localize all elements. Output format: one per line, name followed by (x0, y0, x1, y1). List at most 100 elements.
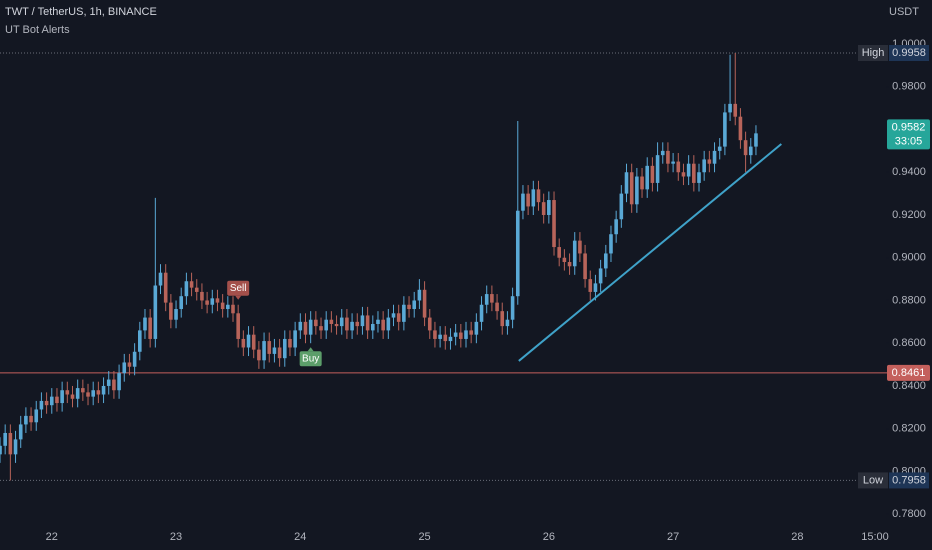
candle-body (438, 334, 442, 339)
candle-body (158, 272, 163, 286)
candle-body (106, 379, 111, 386)
candle-body (495, 302, 499, 312)
candle-body (443, 334, 448, 342)
candle-body (360, 315, 365, 327)
candle-body (381, 319, 385, 331)
candle-body (262, 341, 266, 361)
signal-label: Sell (230, 283, 247, 294)
candle-body (24, 415, 28, 425)
level-value: 0.9958 (892, 47, 926, 59)
candle-body (81, 388, 85, 393)
candle-body (510, 296, 515, 320)
candle-body (277, 347, 282, 359)
candle-body (671, 161, 675, 164)
candle-body (717, 146, 722, 151)
candle-body (303, 321, 308, 335)
candle-body (319, 326, 323, 331)
candle-body (293, 330, 297, 348)
candle-body (86, 392, 90, 397)
unit-label: USDT (889, 6, 919, 18)
candle-body (681, 172, 686, 177)
signal-pointer (235, 295, 242, 300)
candle-body (572, 240, 577, 267)
candle-body (640, 176, 644, 190)
level-name-box (858, 45, 888, 61)
candle-body (448, 336, 453, 342)
trendline (518, 143, 782, 362)
candle-body (697, 172, 701, 183)
candle-body (345, 317, 349, 331)
candle-body (96, 390, 101, 395)
candle-body (298, 321, 303, 331)
candle-body (650, 165, 655, 183)
x-tick-label: 25 (418, 531, 430, 543)
candle-body (288, 338, 292, 348)
candle-body (515, 210, 520, 297)
candle-body (593, 283, 598, 292)
candle-body (562, 257, 567, 263)
signal-pointer (307, 347, 314, 352)
candle-body (604, 253, 608, 269)
candle-body (459, 332, 463, 339)
candle-body (396, 313, 401, 322)
candle-body (194, 287, 199, 292)
candle-body (39, 400, 44, 410)
candle-body (386, 317, 391, 331)
candle-body (707, 159, 712, 164)
candle-body (334, 323, 339, 327)
candle-body (241, 338, 246, 348)
candle-body (723, 112, 727, 147)
candle-body (127, 362, 132, 367)
candle-body (733, 103, 738, 117)
candle-body (536, 189, 541, 203)
price-line-box (887, 364, 930, 381)
candle-body (267, 341, 272, 354)
candle-body (702, 159, 706, 173)
candle-body (635, 176, 639, 205)
y-tick-label: 0.9200 (892, 209, 926, 221)
candle-body (236, 313, 240, 339)
candle-body (624, 172, 629, 194)
candle-body (407, 304, 411, 310)
candle-body (215, 298, 220, 303)
candle-body (246, 334, 251, 348)
level-name-box (858, 472, 888, 489)
countdown: 33:05 (895, 135, 923, 147)
candle-body (117, 373, 121, 391)
candle-body (453, 332, 458, 337)
candle-body (231, 304, 235, 314)
candle-body (578, 240, 582, 254)
candle-body (44, 400, 49, 406)
candle-body (251, 334, 256, 350)
x-tick-label: 15:00 (861, 531, 889, 543)
candle-body (655, 155, 660, 183)
candle-body (728, 103, 732, 113)
candle-body (179, 296, 184, 310)
y-tick-label: 0.9400 (892, 166, 926, 178)
candle-body (541, 202, 546, 215)
candle-body (754, 133, 758, 147)
candle-body (433, 330, 437, 339)
candle-body (8, 432, 13, 455)
candle-body (531, 189, 536, 207)
candle-body (365, 315, 370, 331)
candle-body (3, 432, 7, 446)
y-tick-label: 0.9800 (892, 81, 926, 93)
candle-body (220, 302, 225, 310)
candle-body (169, 302, 173, 320)
candle-body (469, 330, 473, 335)
candle-body (272, 347, 277, 354)
candle-body (474, 321, 479, 335)
candle-body (49, 396, 54, 406)
level-name: High (862, 47, 885, 59)
y-tick-label: 0.8600 (892, 337, 926, 349)
candle-body (547, 200, 551, 215)
candle-body (339, 317, 344, 327)
candle-body (350, 321, 354, 331)
candle-body (417, 289, 422, 301)
candle-body (91, 390, 95, 397)
x-tick-label: 23 (170, 531, 182, 543)
candle-body (427, 317, 432, 331)
